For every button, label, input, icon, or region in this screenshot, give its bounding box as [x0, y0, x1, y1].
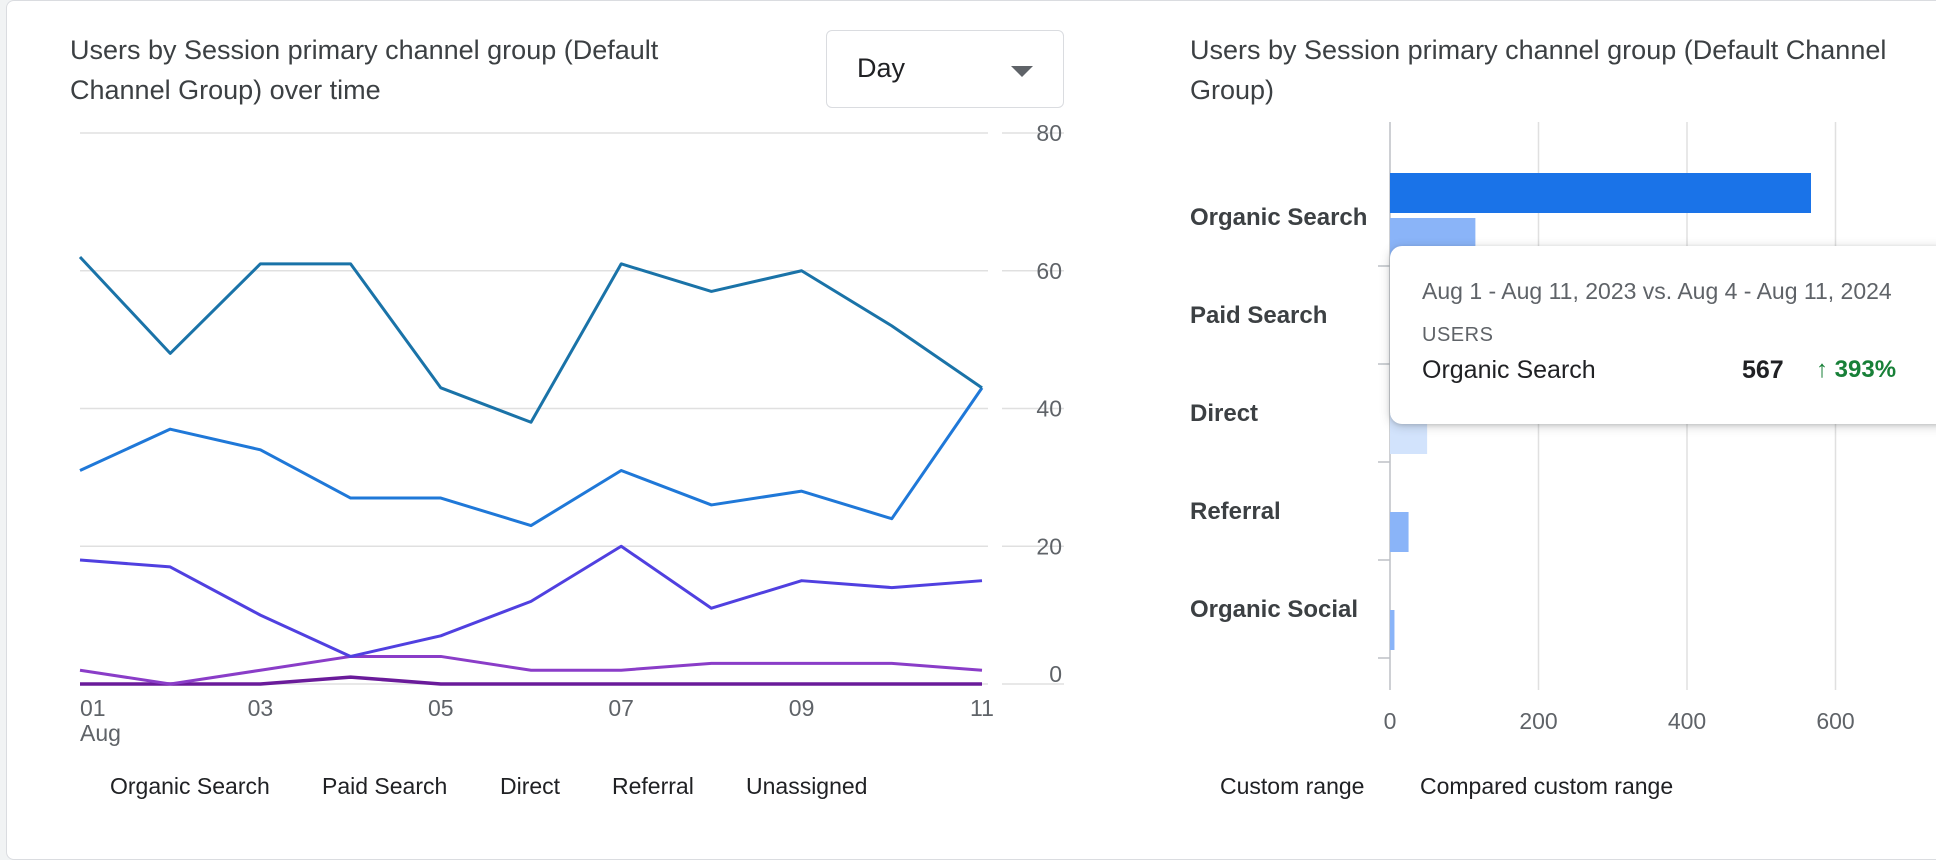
- legend-item-custom-range[interactable]: Custom range: [1220, 773, 1365, 799]
- category-label-direct: Direct: [1190, 400, 1258, 427]
- x-tick-label: 0: [1384, 708, 1397, 734]
- y-tick-label: 80: [1036, 120, 1062, 146]
- series-line-organic-search: [78, 255, 983, 424]
- x-tick-label: 09: [789, 695, 815, 721]
- time-granularity-dropdown[interactable]: Day: [826, 30, 1064, 108]
- tooltip-change-value: 393%: [1834, 356, 1897, 383]
- tooltip-change: ↑ 393%: [1816, 356, 1896, 384]
- y-tick-label: 20: [1036, 533, 1062, 559]
- bar-custom-range-organic-search: [1390, 173, 1811, 213]
- series-line-paid-search: [79, 386, 984, 528]
- tooltip-series-name: Organic Search: [1422, 356, 1596, 384]
- tooltip-date-range: Aug 1 - Aug 11, 2023 vs. Aug 4 - Aug 11,…: [1422, 278, 1892, 304]
- bar-chart-title: Users by Session primary channel group (…: [1190, 35, 1887, 105]
- x-tick-label: 600: [1816, 708, 1854, 734]
- chevron-down-icon: [1011, 66, 1033, 77]
- legend-item-compared-custom-range[interactable]: Compared custom range: [1420, 773, 1674, 799]
- legend-item-referral[interactable]: Referral: [612, 773, 694, 799]
- tooltip-value: 567: [1742, 356, 1784, 384]
- y-tick-label: 60: [1036, 258, 1062, 284]
- bar-tooltip: Aug 1 - Aug 11, 2023 vs. Aug 4 - Aug 11,…: [1390, 246, 1936, 424]
- x-sublabel: Aug: [80, 720, 121, 746]
- dropdown-value: Day: [857, 53, 906, 83]
- report-card: [6, 0, 1936, 860]
- x-tick-label: 03: [248, 695, 274, 721]
- legend-item-paid-search[interactable]: Paid Search: [322, 773, 448, 799]
- series-line-direct: [79, 544, 983, 658]
- legend-item-unassigned[interactable]: Unassigned: [746, 773, 868, 799]
- tooltip-metric: USERS: [1422, 324, 1494, 346]
- category-label-paid-search: Paid Search: [1190, 302, 1327, 329]
- axis-gap: [988, 125, 1002, 695]
- category-label-organic-search: Organic Search: [1190, 204, 1367, 231]
- x-tick-label: 400: [1668, 708, 1706, 734]
- line-chart-title: Users by Session primary channel group (…: [70, 35, 659, 105]
- legend-item-organic-search[interactable]: Organic Search: [110, 773, 270, 799]
- series-line-unassigned: [80, 675, 982, 686]
- arrow-up-icon: ↑: [1816, 356, 1828, 383]
- bar-compared-range-organic-social: [1390, 610, 1395, 650]
- x-tick-label: 11: [970, 695, 994, 721]
- line-chart[interactable]: 0 20 40 60 80 01 03 05 07 09 11 Aug: [0, 0, 1080, 848]
- x-tick-label: 05: [428, 695, 454, 721]
- bar-compared-range-referral: [1390, 512, 1409, 552]
- category-label-referral: Referral: [1190, 498, 1281, 525]
- x-tick-label: 01: [80, 695, 106, 721]
- series-line-referral: [79, 654, 983, 686]
- x-tick-label: 07: [608, 695, 634, 721]
- y-tick-label: 40: [1036, 396, 1062, 422]
- legend-item-direct[interactable]: Direct: [500, 773, 561, 799]
- x-tick-label: 200: [1519, 708, 1557, 734]
- category-label-organic-social: Organic Social: [1190, 596, 1358, 623]
- y-tick-label: 0: [1049, 661, 1062, 687]
